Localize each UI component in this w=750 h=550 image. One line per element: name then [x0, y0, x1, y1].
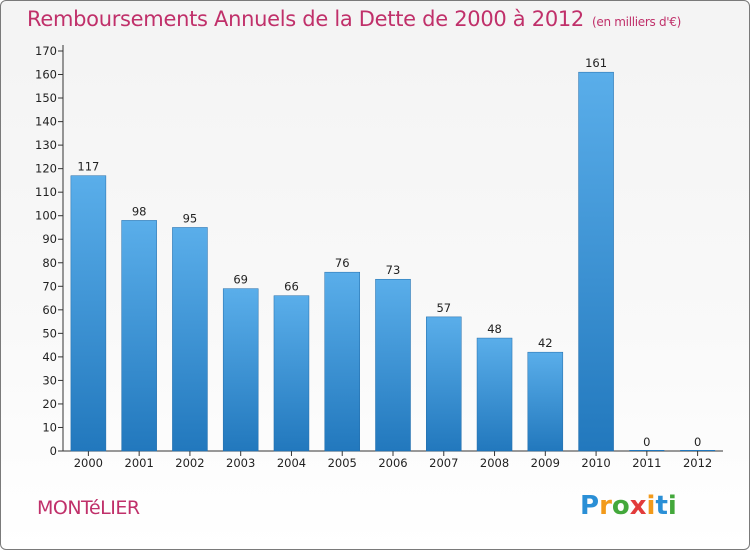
bar-value-label: 95	[183, 211, 198, 225]
commune-name: MONTéLIER	[37, 497, 140, 519]
y-tick-label: 150	[35, 91, 57, 105]
logo-letter: i	[646, 491, 656, 521]
y-tick-label: 20	[42, 397, 57, 411]
logo-letter: P	[580, 491, 600, 521]
y-tick-label: 60	[42, 303, 57, 317]
bar	[476, 337, 513, 452]
bar-value-label: 0	[694, 435, 701, 449]
bar-value-label: 117	[77, 160, 99, 174]
bar-value-label: 48	[487, 322, 502, 336]
y-tick-label: 10	[42, 420, 57, 434]
bar	[70, 175, 107, 452]
x-tick-label: 2007	[429, 456, 458, 470]
chart-title: Remboursements Annuels de la Dette de 20…	[27, 7, 681, 31]
bar-value-label: 69	[233, 273, 248, 287]
bar	[222, 288, 259, 452]
bar	[273, 295, 310, 452]
y-tick-label: 100	[35, 209, 57, 223]
logo-letter: r	[599, 491, 612, 521]
bar-value-label: 66	[284, 280, 299, 294]
x-tick-label: 2005	[328, 456, 357, 470]
bar-value-label: 42	[538, 336, 553, 350]
bar	[578, 71, 614, 452]
x-tick-label: 2000	[74, 456, 103, 470]
y-tick-label: 160	[35, 68, 57, 82]
chart-title-text: Remboursements Annuels de la Dette de 20…	[27, 7, 584, 31]
logo-letter: t	[655, 491, 668, 521]
chart-unit: (en milliers d'€)	[592, 15, 682, 29]
bar	[172, 227, 208, 452]
y-tick-label: 80	[42, 256, 57, 270]
logo-letter: o	[611, 491, 630, 521]
x-tick-label: 2010	[581, 456, 610, 470]
x-tick-label: 2009	[531, 456, 560, 470]
y-tick-label: 70	[42, 279, 57, 293]
logo-letter: i	[667, 491, 677, 521]
chart-axes: 0 10 20 30 40 50 60 70 80 90 100 110 120 130 140 150 160…	[35, 44, 723, 470]
y-tick-label: 130	[35, 138, 57, 152]
y-tick-label: 110	[35, 185, 57, 199]
bar	[324, 271, 360, 452]
y-tick-label: 140	[35, 115, 57, 129]
chart-value-labels: 117 98 95 69 66 76 73 57 48 42 161 0 0	[77, 56, 701, 449]
bar-value-label: 73	[386, 263, 401, 277]
y-tick-label: 0	[50, 444, 57, 458]
bar-value-label: 98	[132, 204, 147, 218]
bar	[527, 351, 564, 452]
x-tick-label: 2001	[125, 456, 154, 470]
x-tick-label: 2006	[378, 456, 407, 470]
x-tick-label: 2008	[480, 456, 509, 470]
y-tick-label: 120	[35, 162, 57, 176]
x-tick-label: 2012	[683, 456, 712, 470]
logo-letter: x	[629, 491, 647, 521]
proxiti-logo: Proxiti	[580, 491, 677, 521]
y-tick-label: 30	[42, 373, 57, 387]
x-tick-label: 2002	[175, 456, 204, 470]
chart-bars	[70, 71, 716, 452]
bar-value-label: 76	[335, 256, 350, 270]
bar-value-label: 57	[436, 301, 451, 315]
x-tick-label: 2003	[226, 456, 255, 470]
y-tick-label: 50	[42, 326, 57, 340]
y-tick-label: 40	[42, 350, 57, 364]
y-tick-label: 90	[42, 232, 57, 246]
bar	[121, 220, 157, 452]
x-tick-label: 2004	[277, 456, 306, 470]
bar	[375, 278, 411, 452]
y-tick-label: 170	[35, 44, 57, 58]
bar-value-label: 0	[643, 435, 650, 449]
bar	[426, 316, 462, 452]
bar-value-label: 161	[585, 56, 607, 70]
x-tick-label: 2011	[632, 456, 661, 470]
